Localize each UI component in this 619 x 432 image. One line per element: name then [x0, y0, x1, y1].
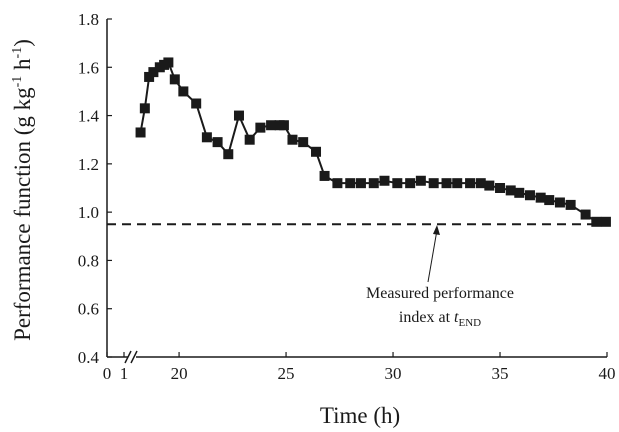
data-point: [278, 120, 289, 131]
y-label-sup: -1: [10, 47, 25, 59]
data-point: [266, 120, 277, 131]
data-point: [169, 74, 180, 85]
annotation-part: t: [454, 309, 459, 326]
axis-break: [130, 350, 138, 364]
y-tick-label: 1.6: [78, 58, 99, 77]
data-point: [428, 178, 439, 189]
y-tick-label: 1.0: [78, 203, 99, 222]
data-point: [298, 137, 309, 148]
data-point: [405, 178, 416, 189]
x-tick-label: 20: [171, 364, 188, 383]
data-point: [535, 192, 546, 203]
y-label-part: h: [10, 58, 35, 76]
data-point: [554, 197, 565, 208]
data-point: [212, 137, 223, 148]
data-point: [505, 185, 516, 196]
x-axis-label: Time (h): [320, 403, 400, 428]
data-point: [368, 178, 379, 189]
x-tick-label: 1: [120, 364, 129, 383]
data-point: [392, 178, 403, 189]
annotation-arrow: [427, 229, 438, 283]
data-point: [465, 178, 476, 189]
y-tick-label: 0.8: [78, 251, 99, 270]
data-point: [191, 98, 202, 109]
y-tick-label: 1.8: [78, 10, 99, 29]
data-point: [580, 209, 591, 220]
data-point: [178, 86, 189, 97]
data-point: [201, 132, 212, 143]
data-point: [524, 190, 535, 201]
data-point: [244, 134, 255, 145]
x-tick-label: 40: [599, 364, 616, 383]
data-point: [379, 175, 390, 186]
data-point: [223, 149, 234, 160]
y-axis-label: Performance function (g kg-1 h-1): [10, 39, 35, 341]
data-point: [495, 183, 506, 193]
data-point: [233, 110, 244, 121]
y-tick-label: 1.4: [78, 107, 100, 126]
data-point: [148, 67, 159, 78]
data-point: [163, 57, 174, 68]
annotation: index at tEND: [399, 309, 481, 329]
y-tick-label: 0.6: [78, 300, 99, 319]
y-label-sup: -1: [10, 76, 25, 88]
data-point: [332, 178, 343, 189]
y-label-part: ): [10, 39, 35, 47]
data-point: [514, 187, 525, 198]
data-point: [452, 178, 463, 189]
data-point: [355, 178, 366, 189]
annotation-sub: END: [458, 317, 481, 329]
x-tick-label: 0: [103, 364, 112, 383]
data-point: [591, 216, 602, 227]
data-point: [345, 178, 356, 189]
y-tick-label: 0.4: [78, 348, 100, 367]
x-tick-label: 25: [278, 364, 295, 383]
y-label-part: Performance function (g kg: [10, 87, 35, 341]
data-point: [600, 216, 611, 227]
data-point: [544, 195, 555, 206]
data-point: [441, 178, 452, 189]
arrow-head: [433, 225, 440, 235]
data-point: [484, 180, 495, 191]
data-point: [139, 103, 150, 114]
data-point: [255, 122, 266, 133]
data-point: [135, 127, 146, 138]
x-tick-label: 30: [385, 364, 402, 383]
data-point: [415, 175, 426, 186]
annotation-part: index at: [399, 309, 454, 326]
data-point: [319, 170, 330, 181]
data-point: [287, 134, 298, 145]
axis-break: [124, 350, 132, 364]
annotation: Measured performance: [366, 285, 514, 302]
data-point: [565, 199, 576, 210]
data-point: [475, 178, 486, 189]
y-tick-label: 1.2: [78, 155, 99, 174]
data-point: [311, 146, 322, 157]
x-tick-label: 35: [492, 364, 509, 383]
